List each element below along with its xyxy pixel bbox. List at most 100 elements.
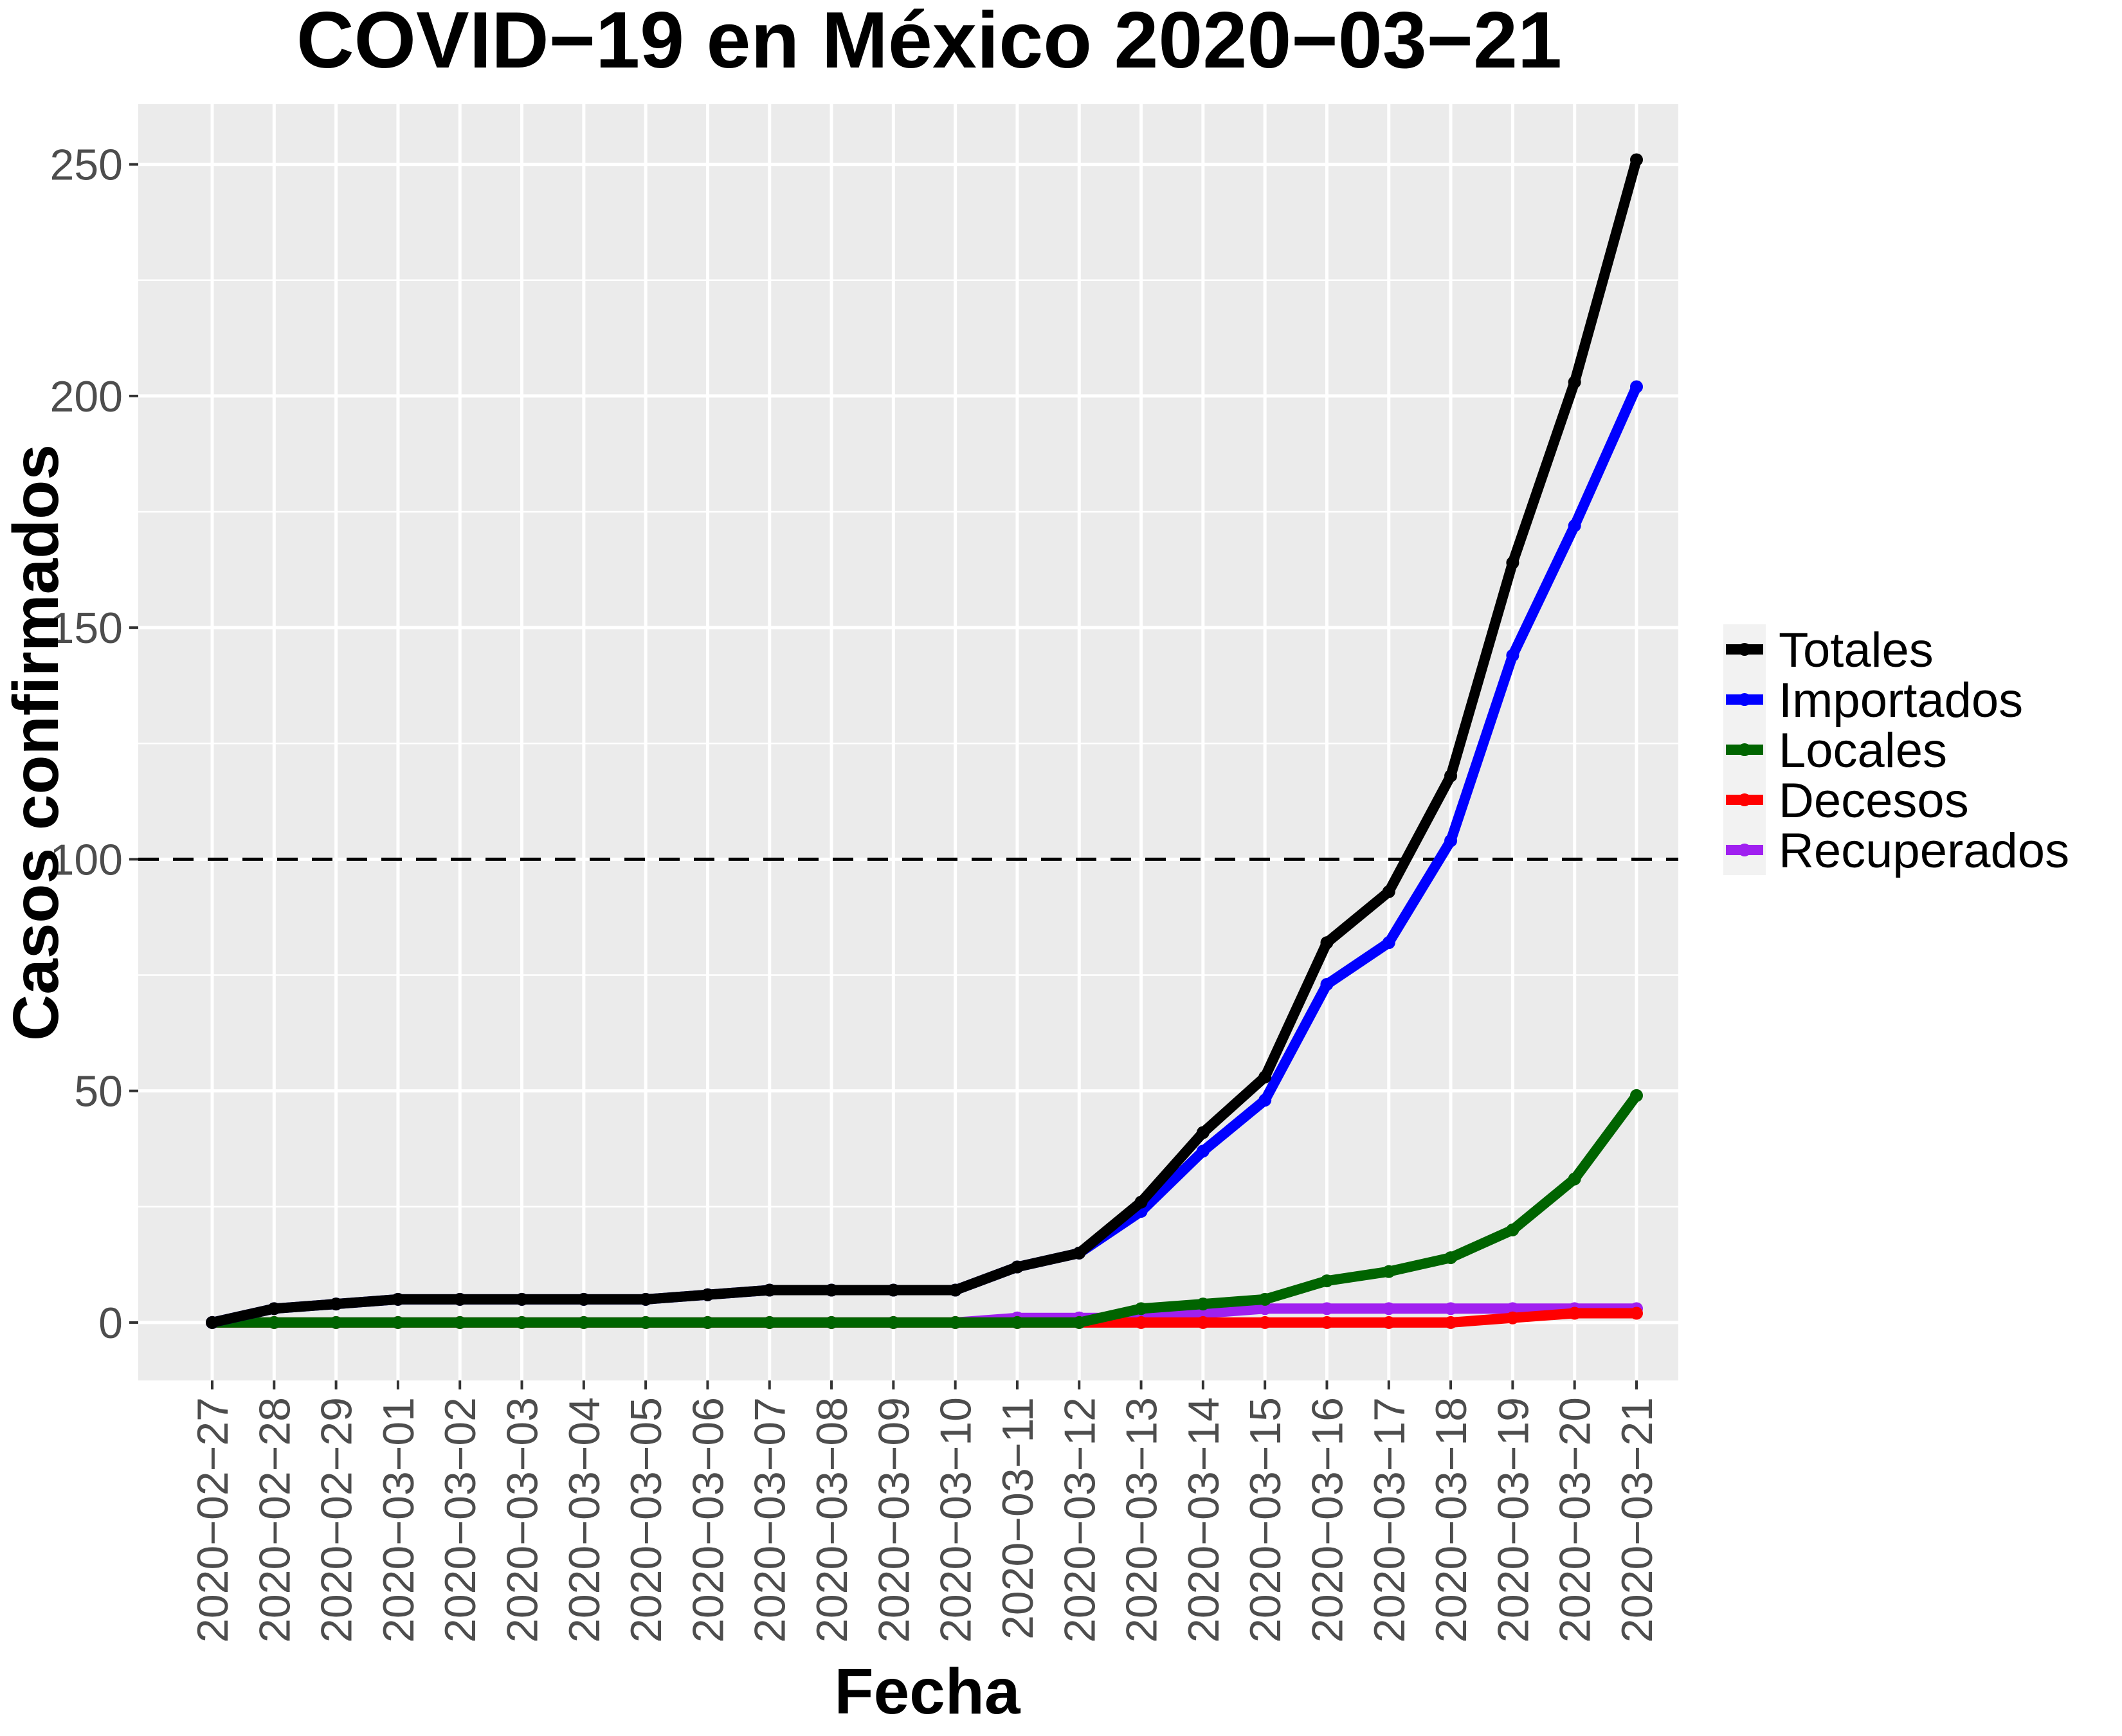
legend-key-point [1738,743,1751,756]
x-tick-label: 2020−03−02 [436,1397,485,1643]
x-tick-label: 2020−03−16 [1303,1397,1352,1643]
data-point [1444,769,1458,782]
x-axis-title: Fecha [834,1656,1020,1728]
x-tick-label: 2020−03−13 [1118,1397,1166,1643]
data-point [206,1316,219,1329]
data-point [577,1292,590,1306]
data-point [1320,1316,1334,1329]
series-group [206,153,1643,1329]
y-tick-label: 200 [50,372,123,421]
legend-key-point [1738,693,1751,706]
data-point [453,1316,467,1329]
x-tick-label: 2020−02−29 [313,1397,361,1643]
series-line [207,1090,1642,1328]
data-point [825,1316,839,1329]
series-totales [206,153,1643,1329]
x-tick-label: 2020−03−01 [374,1397,423,1643]
data-point [1010,1260,1024,1274]
data-point [453,1292,467,1306]
data-point [1444,1302,1458,1316]
legend-label: Locales [1779,723,1947,778]
x-tick-label: 2020−03−07 [746,1397,795,1643]
data-point [1320,977,1334,991]
x-tick-label: 2020−03−18 [1427,1397,1476,1643]
y-tick-label: 250 [50,141,123,190]
data-point [948,1283,962,1297]
legend-item-recuperados: Recuperados [1723,824,2069,878]
data-point [1444,834,1458,847]
legend-label: Importados [1779,673,2023,728]
x-tick-label: 2020−03−17 [1365,1397,1414,1643]
data-point [1258,1094,1272,1107]
data-point [1506,1302,1519,1316]
data-point [701,1288,714,1301]
plot-panel [138,104,1678,1380]
x-tick-label: 2020−03−15 [1241,1397,1290,1643]
data-point [701,1316,714,1329]
x-tick-label: 2020−03−19 [1489,1397,1537,1643]
data-point [1382,1316,1395,1329]
y-axis-title: Casos confirmados [0,444,72,1041]
x-tick-label: 2020−03−09 [869,1397,918,1643]
data-point [1258,1292,1272,1306]
data-point [1258,1071,1272,1084]
y-tick-label: 0 [98,1299,123,1348]
x-tick-label: 2020−02−27 [188,1397,237,1643]
x-tick-label: 2020−03−03 [498,1397,547,1643]
data-point [268,1316,281,1329]
y-tick-label: 50 [74,1067,123,1116]
data-point [1196,1144,1210,1158]
data-point [391,1292,404,1306]
data-point [1568,519,1581,532]
data-point [515,1292,529,1306]
data-point [639,1292,653,1306]
data-point [1320,1274,1334,1288]
legend-item-locales: Locales [1723,723,1947,778]
data-point [887,1316,900,1329]
data-point [825,1283,839,1297]
legend-label: Decesos [1779,773,1969,828]
data-point [1568,375,1581,389]
y-tick-label: 150 [50,604,123,653]
y-axis: 0 50 100 150 200 250 [50,141,138,1348]
data-point [1568,1172,1581,1186]
x-axis: 2020−02−27 2020−02−28 2020−02−29 2020−03−01… [188,1380,1662,1643]
x-tick-label: 2020−02−28 [250,1397,299,1643]
data-point [577,1316,590,1329]
data-point [1506,556,1519,570]
x-tick-label: 2020−03−12 [1055,1397,1104,1643]
legend-key-point [1738,793,1751,806]
data-point [391,1316,404,1329]
data-point [515,1316,529,1329]
data-point [1134,1316,1148,1329]
data-point [1630,1089,1643,1102]
data-point [1382,885,1395,898]
x-tick-label: 2020−03−04 [560,1397,609,1643]
data-point [1630,153,1643,167]
data-point [887,1283,900,1297]
data-point [1010,1316,1024,1329]
data-point [268,1302,281,1316]
data-point [1320,936,1334,950]
data-point [1444,1251,1458,1265]
data-point [1444,1316,1458,1329]
chart-title: COVID−19 en México 2020−03−21 [296,0,1562,85]
data-point [948,1316,962,1329]
legend: TotalesImportadosLocalesDecesosRecuperad… [1723,623,2069,878]
data-point [1568,1307,1581,1320]
x-tick-label: 2020−03−11 [993,1397,1042,1640]
data-point [1258,1302,1272,1316]
data-point [1134,1302,1148,1316]
legend-item-decesos: Decesos [1723,773,1969,828]
legend-item-totales: Totales [1723,623,1934,678]
data-point [1196,1307,1210,1320]
x-tick-label: 2020−03−05 [622,1397,671,1643]
y-tick-label: 100 [50,835,123,884]
data-point [1506,649,1519,662]
data-point [1196,1297,1210,1311]
legend-key-point [1738,844,1751,856]
legend-label: Totales [1779,623,1934,678]
data-point [639,1316,653,1329]
